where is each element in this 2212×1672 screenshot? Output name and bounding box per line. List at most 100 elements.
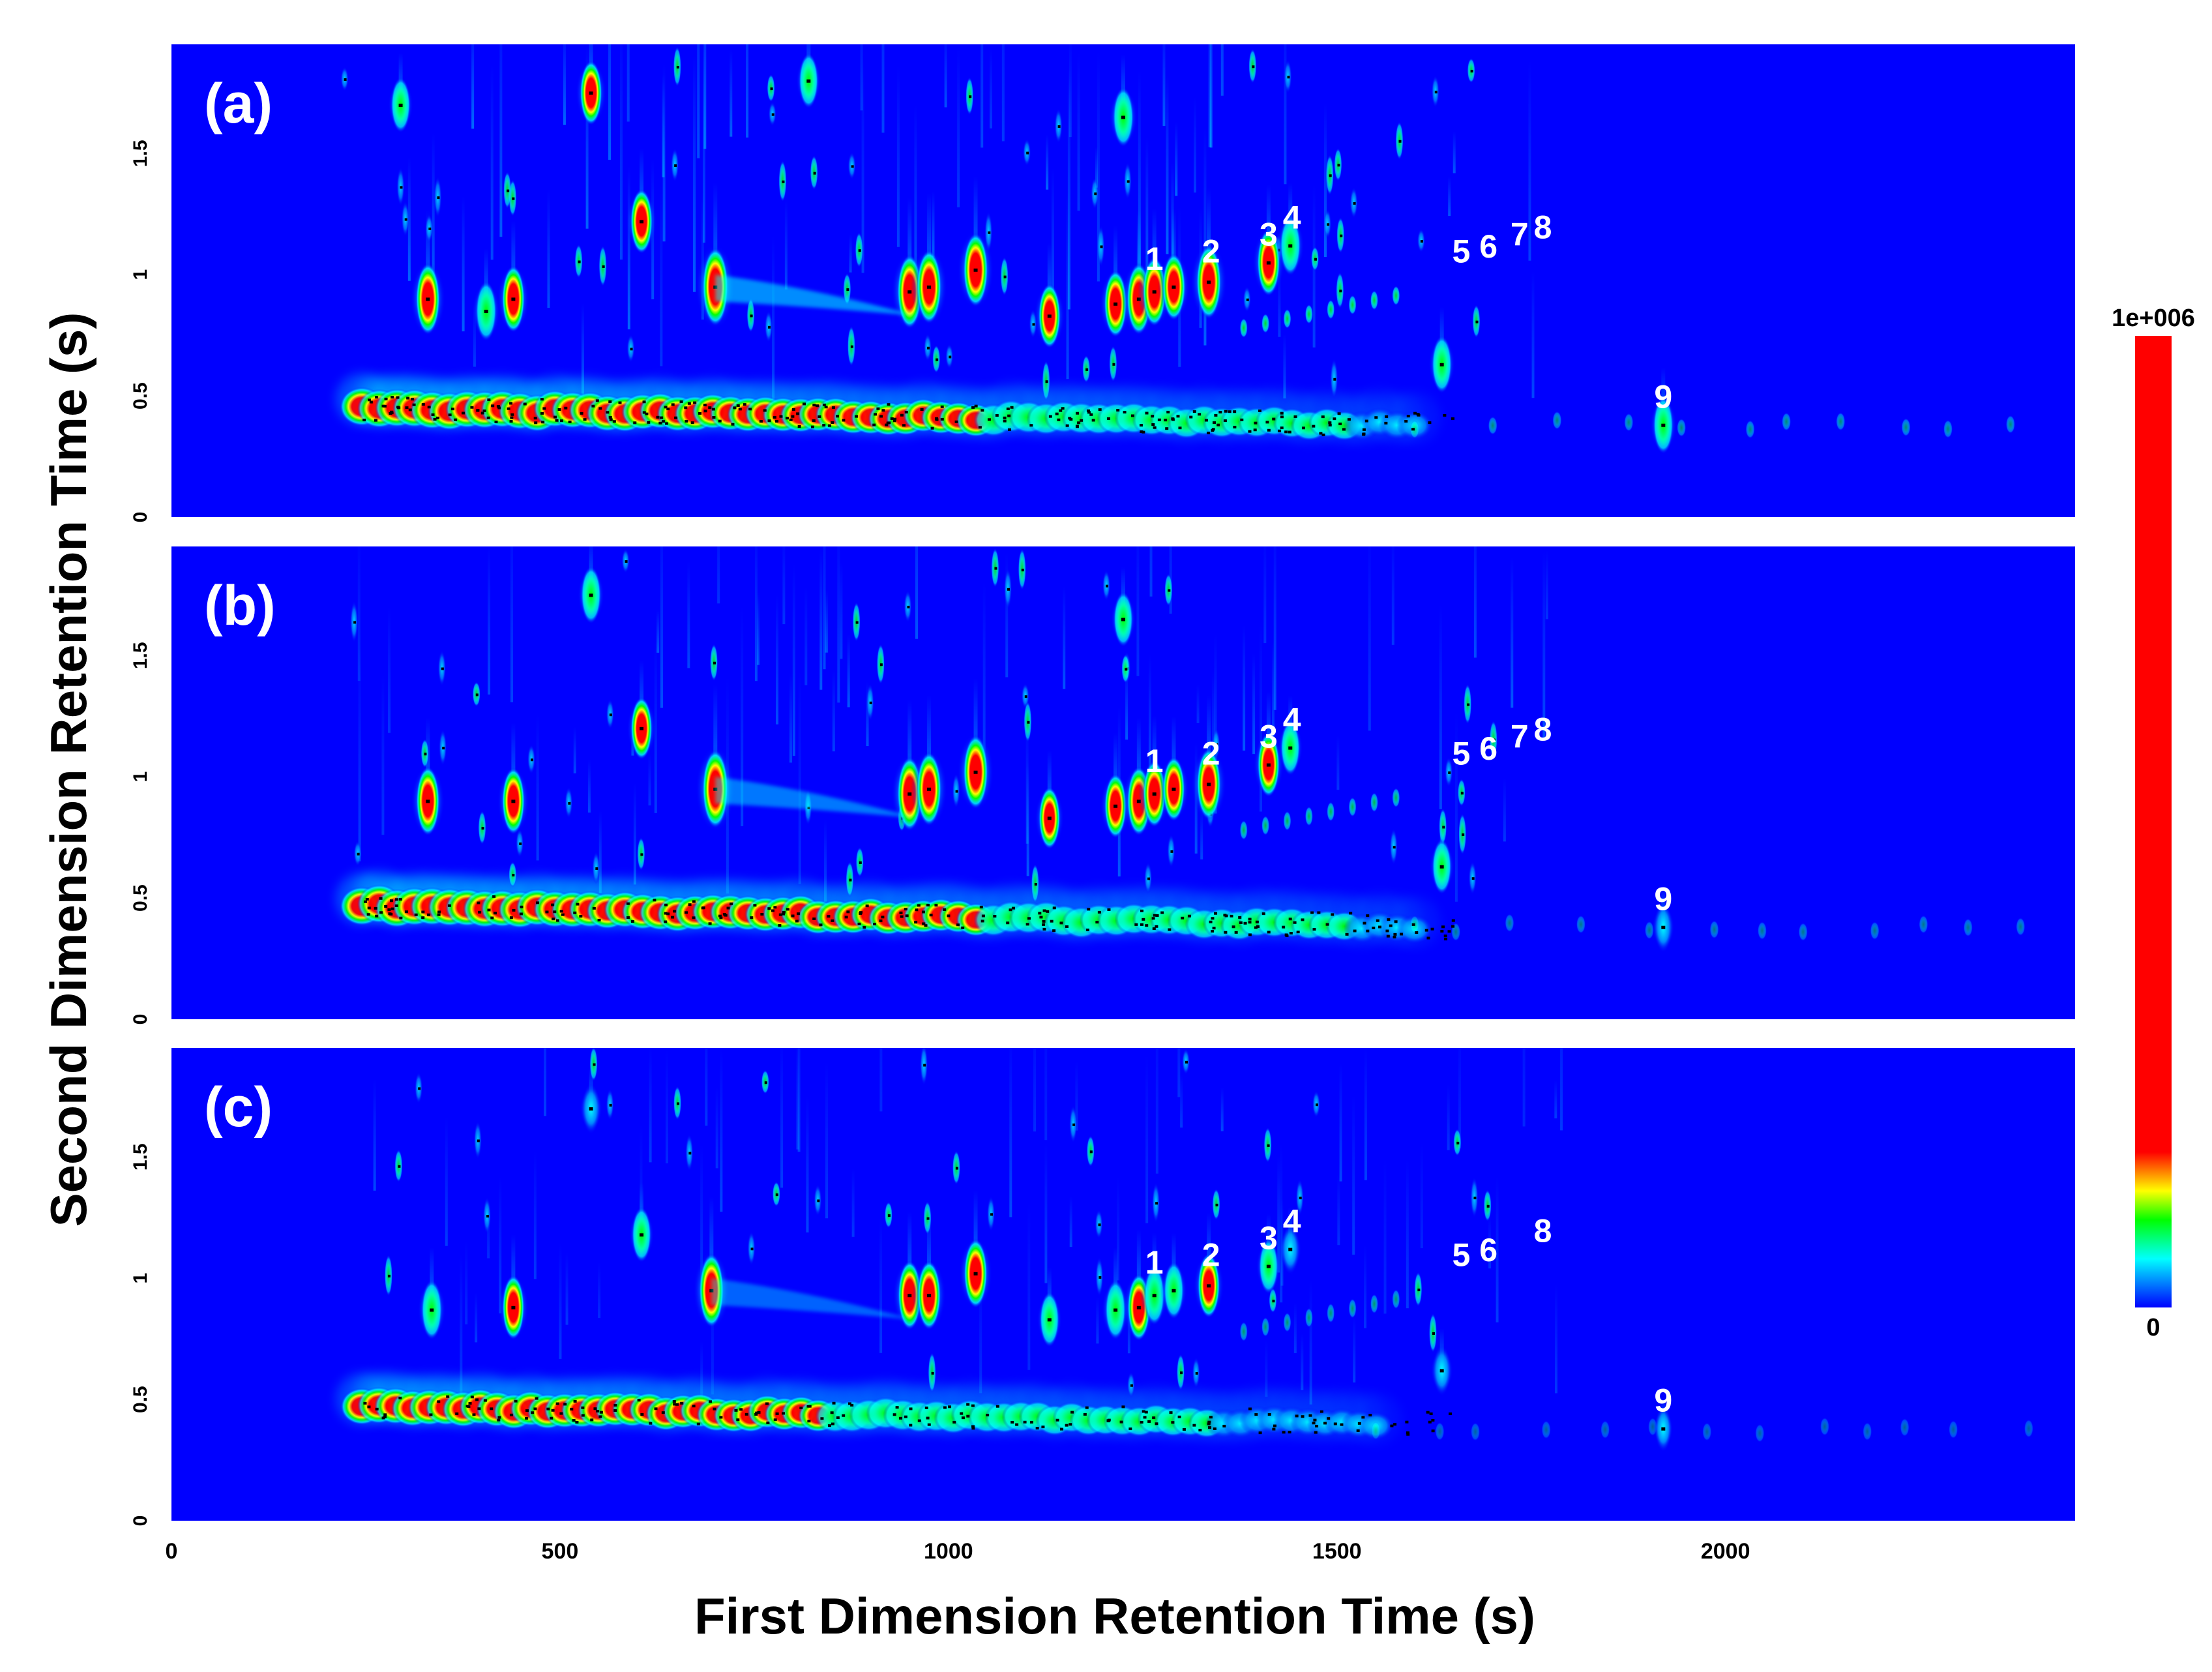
streak [782, 546, 786, 625]
peak-marker [1142, 1410, 1145, 1413]
peak-marker [920, 408, 924, 411]
peak-tail [1113, 1247, 1118, 1310]
peak-marker [1284, 430, 1288, 434]
peak-marker [1025, 923, 1029, 926]
peak-marker [1171, 1421, 1175, 1424]
peak-marker [1085, 928, 1089, 931]
panel-letter: (b) [204, 575, 276, 637]
peak-marker [398, 103, 403, 107]
peak-marker [442, 747, 445, 750]
late-peak [1943, 419, 1953, 438]
peak-marker [692, 1405, 696, 1408]
series-peak [1261, 313, 1270, 333]
peak-marker [625, 560, 628, 563]
peak-marker [1189, 415, 1193, 419]
streak [720, 1049, 723, 1212]
streak [757, 592, 760, 665]
peak-marker [374, 419, 377, 422]
peak-marker [593, 1407, 597, 1411]
peak-marker [1095, 921, 1099, 924]
peak-marker [767, 325, 771, 329]
peak-marker [1340, 234, 1343, 237]
peak-marker [1213, 1427, 1217, 1431]
peak-marker [454, 418, 458, 421]
peak-marker [1209, 920, 1213, 923]
peak-marker [1099, 1276, 1102, 1279]
peak-tail [1288, 183, 1293, 246]
peak-marker [857, 922, 861, 925]
peak-marker [519, 842, 522, 845]
peak-marker [1661, 925, 1666, 929]
streak [1560, 1048, 1563, 1131]
peak-marker [956, 923, 960, 927]
late-peak [1471, 1422, 1481, 1441]
peak-tail [1207, 188, 1211, 282]
streak [1067, 69, 1070, 310]
peak-marker [887, 403, 891, 406]
peak-marker [1312, 1422, 1316, 1425]
peak-marker [412, 403, 416, 406]
peak-marker [890, 417, 894, 421]
peak-marker [1097, 910, 1101, 914]
streak [1033, 1048, 1037, 1132]
peak-marker [1248, 1407, 1252, 1411]
peak-marker [1426, 1411, 1430, 1414]
peak-marker [404, 218, 407, 221]
peak-marker [1328, 423, 1332, 426]
streak [1458, 1048, 1462, 1148]
peak-marker [418, 1087, 421, 1090]
peak-marker [921, 910, 925, 914]
y-tick-label: 0 [130, 1515, 151, 1527]
streak [1166, 74, 1169, 254]
peak-marker [1007, 428, 1011, 431]
peak-marker [633, 421, 637, 425]
peak-marker [1315, 1424, 1319, 1427]
peak-marker [779, 415, 783, 418]
late-peak [2016, 918, 2026, 936]
peak-marker [654, 1407, 658, 1411]
peak-marker [640, 726, 644, 730]
streak [1273, 546, 1276, 710]
peak-marker [909, 1424, 913, 1427]
peak-marker [1296, 931, 1300, 934]
peak-label-2: 2 [1202, 233, 1220, 270]
peak-marker [1233, 425, 1237, 428]
peak-marker [771, 909, 774, 912]
peak-marker [1059, 409, 1063, 412]
peak-marker [1038, 912, 1042, 915]
streak [823, 546, 826, 670]
peak-marker [497, 1418, 501, 1422]
peak-marker [676, 66, 679, 69]
streak [1265, 1339, 1268, 1397]
streak [700, 1341, 703, 1401]
late-peak [1745, 420, 1755, 439]
peak-marker [1440, 930, 1444, 933]
series-peak [1327, 299, 1335, 320]
peak-marker [690, 421, 694, 425]
peak-marker [907, 792, 912, 796]
streak [697, 44, 700, 158]
late-peak [1505, 914, 1514, 933]
peak-tail [1136, 210, 1141, 299]
peak-marker [739, 1408, 743, 1411]
peak-marker [905, 914, 909, 918]
peak-marker [1166, 410, 1170, 413]
peak-tail [1152, 1232, 1157, 1296]
peak-marker [886, 421, 890, 425]
peak-marker [1374, 416, 1378, 419]
streak [1439, 605, 1442, 809]
peak-marker [470, 406, 474, 409]
peak-marker [685, 419, 688, 423]
peak-marker [743, 403, 746, 406]
peak-marker [1007, 414, 1011, 417]
streak [1097, 52, 1100, 282]
panel-background [171, 1048, 2075, 1521]
peak-marker [1258, 1431, 1262, 1435]
peak-marker [960, 1412, 964, 1415]
peak-marker [1083, 1412, 1087, 1416]
peak-marker [1047, 314, 1052, 318]
streak [982, 582, 986, 773]
peak-marker [375, 1407, 379, 1411]
peak-marker [1052, 929, 1056, 933]
peak-marker [712, 416, 716, 419]
